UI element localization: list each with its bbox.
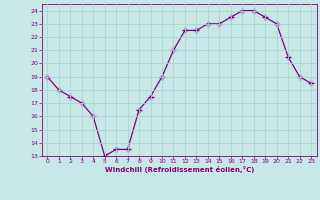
X-axis label: Windchill (Refroidissement éolien,°C): Windchill (Refroidissement éolien,°C) xyxy=(105,166,254,173)
